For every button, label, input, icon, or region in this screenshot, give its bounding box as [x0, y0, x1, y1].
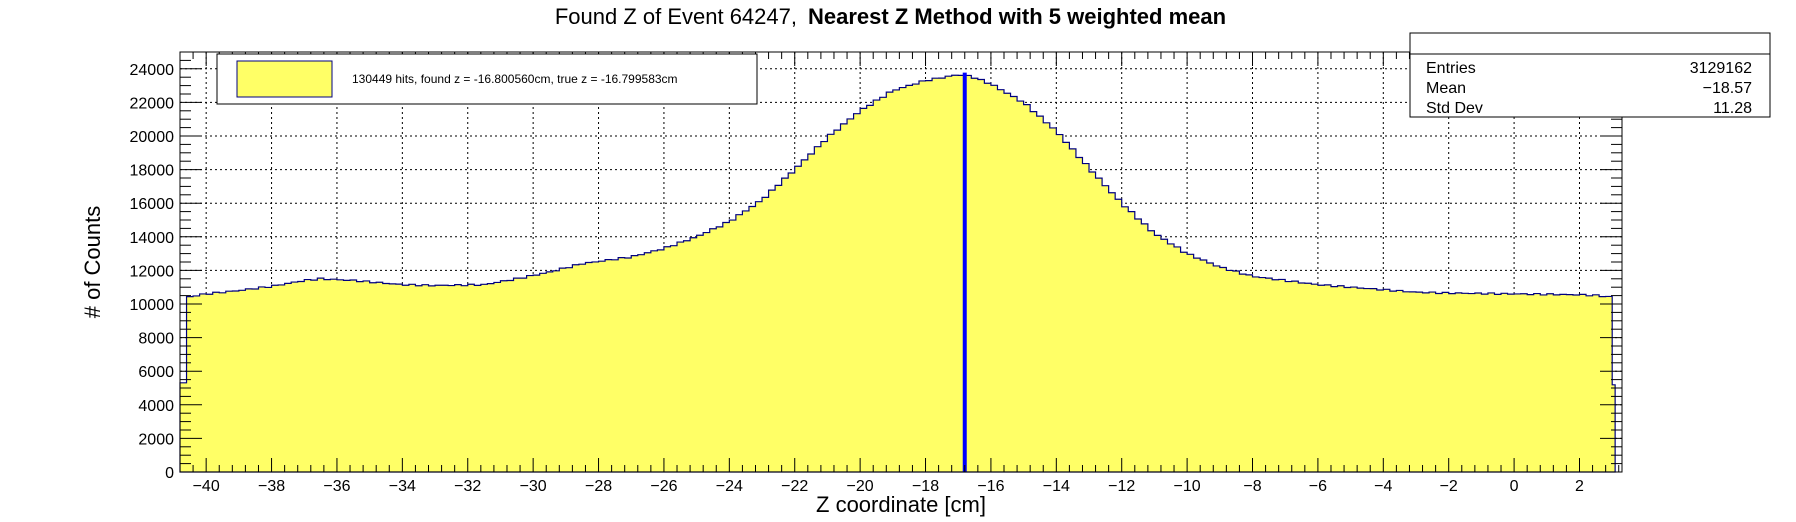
- x-tick-label: −28: [585, 478, 612, 495]
- x-tick-label: −10: [1174, 478, 1201, 495]
- x-tick-label: −12: [1108, 478, 1135, 495]
- stats-value: 11.28: [1713, 100, 1752, 117]
- y-tick-label: 6000: [138, 364, 174, 381]
- x-tick-label: −26: [650, 478, 677, 495]
- chart-title-part1: Found Z of Event 64247,: [555, 4, 797, 29]
- x-tick-label: −24: [716, 478, 743, 495]
- stats-frame: [1409, 32, 1771, 118]
- stats-label: Std Dev: [1426, 100, 1483, 117]
- x-tick-label: −6: [1309, 478, 1327, 495]
- stats-value: 3129162: [1690, 60, 1752, 77]
- x-tick-label: −20: [847, 478, 874, 495]
- x-axis-label: Z coordinate [cm]: [816, 492, 986, 517]
- x-tick-label: −36: [323, 478, 350, 495]
- x-tick-label: −34: [389, 478, 416, 495]
- y-tick-label: 16000: [130, 196, 175, 213]
- legend: 130449 hits, found z = -16.800560cm, tru…: [216, 53, 758, 105]
- y-axis-label: # of Counts: [80, 206, 105, 319]
- stats-rows: Entries 3129162 Mean −18.57 Std Dev 11.28: [1426, 60, 1752, 117]
- y-tick-label: 10000: [130, 297, 175, 314]
- histogram-layer: [179, 74, 1616, 473]
- legend-swatch: [236, 60, 333, 98]
- x-tick-label: −22: [781, 478, 808, 495]
- x-tick-label: 0: [1510, 478, 1519, 495]
- y-tick-label: 0: [165, 465, 174, 482]
- y-tick-label: 22000: [130, 95, 175, 112]
- stats-box: Entries 3129162 Mean −18.57 Std Dev 11.28: [1409, 32, 1771, 118]
- x-tick-label: −30: [520, 478, 547, 495]
- stats-value: −18.57: [1703, 80, 1752, 97]
- y-tick-label: 8000: [138, 331, 174, 348]
- y-tick-label: 4000: [138, 398, 174, 415]
- stats-label: Entries: [1426, 60, 1476, 77]
- x-tick-label: −8: [1243, 478, 1261, 495]
- stats-label: Mean: [1426, 80, 1466, 97]
- x-tick-label: −14: [1043, 478, 1070, 495]
- y-tick-label: 18000: [130, 163, 175, 180]
- x-tick-label: −38: [258, 478, 285, 495]
- chart-title-part2: Nearest Z Method with 5 weighted mean: [808, 4, 1226, 29]
- x-tick-label: −32: [454, 478, 481, 495]
- y-tick-label: 24000: [130, 62, 175, 79]
- axes-layer: 0 2000 4000 6000 8000 10000 12000 14000 16000 180…: [130, 51, 1623, 495]
- legend-label: 130449 hits, found z = -16.800560cm, tru…: [352, 72, 678, 86]
- x-tick-label: −18: [912, 478, 939, 495]
- y-tick-label: 20000: [130, 129, 175, 146]
- histogram-bars: [179, 74, 1616, 473]
- x-tick-label: −40: [193, 478, 220, 495]
- x-tick-label: −2: [1440, 478, 1458, 495]
- x-tick-label: −16: [977, 478, 1004, 495]
- x-tick-label: 2: [1575, 478, 1584, 495]
- x-tick-label: −4: [1374, 478, 1392, 495]
- y-tick-label: 2000: [138, 431, 174, 448]
- y-tick-label: 12000: [130, 263, 175, 280]
- y-tick-label: 14000: [130, 230, 175, 247]
